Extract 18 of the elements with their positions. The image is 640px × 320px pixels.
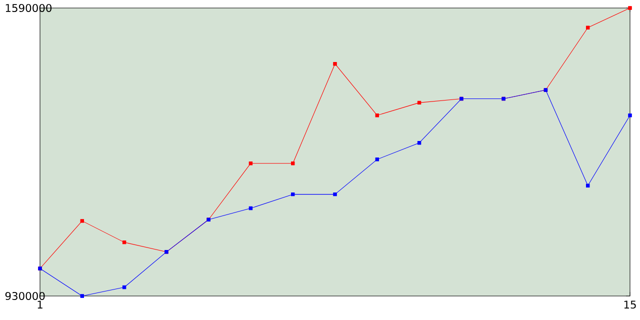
point xyxy=(248,161,253,166)
point xyxy=(80,294,84,298)
point xyxy=(333,192,337,196)
point xyxy=(375,158,380,162)
point xyxy=(417,140,422,145)
point xyxy=(375,113,380,118)
point xyxy=(80,219,84,223)
x-tick-label: 15 xyxy=(624,300,636,309)
y-tick-label: 1590000 xyxy=(6,4,52,12)
point xyxy=(586,26,590,30)
point xyxy=(586,184,590,188)
y-tick-label: 930000 xyxy=(5,292,45,300)
point xyxy=(290,192,295,196)
point xyxy=(628,113,632,118)
point xyxy=(290,161,295,166)
point xyxy=(333,62,337,66)
x-tick-label: 1 xyxy=(38,300,42,308)
point xyxy=(628,6,632,10)
